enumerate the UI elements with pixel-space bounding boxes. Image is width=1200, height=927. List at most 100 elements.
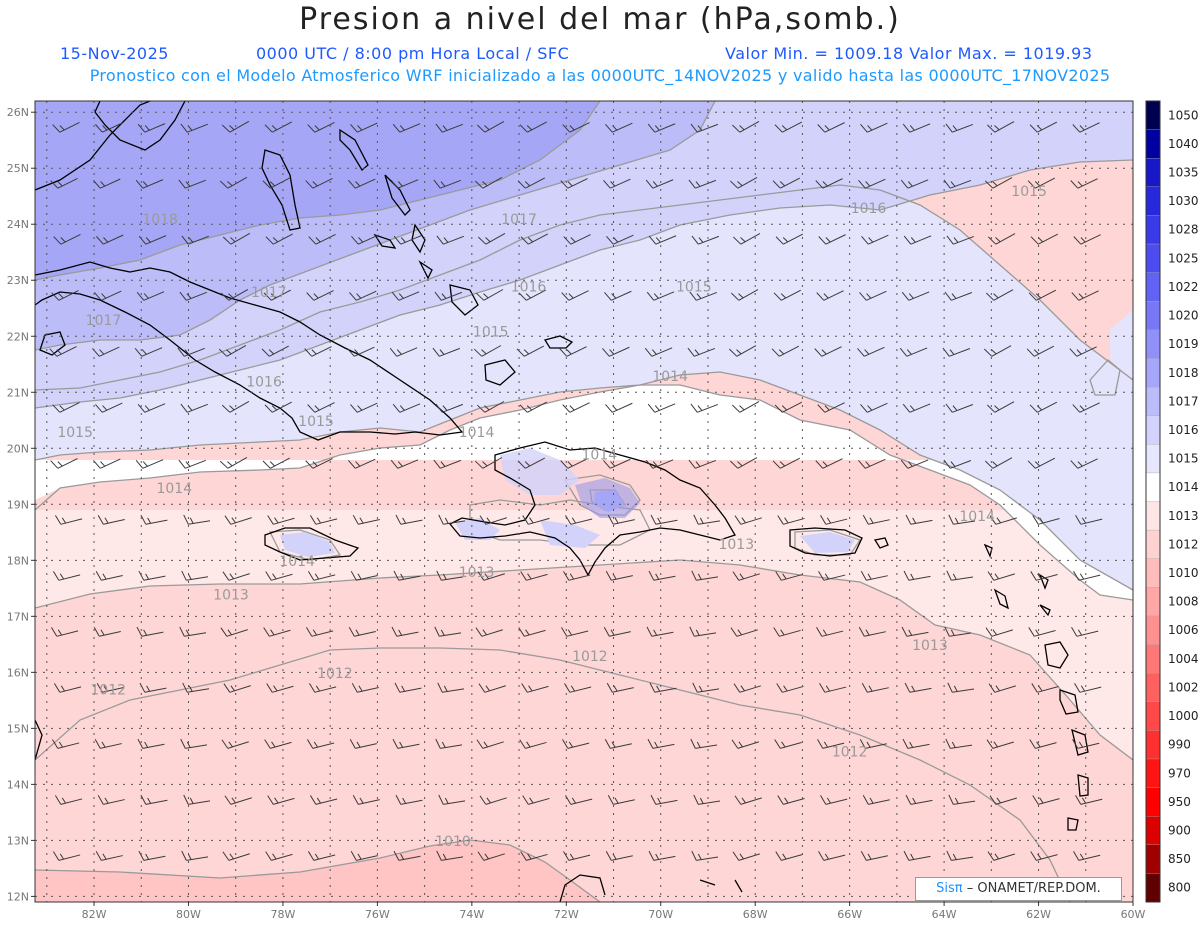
wind-barb — [563, 851, 591, 861]
wind-barb — [310, 515, 338, 525]
colorbar-swatch — [1145, 615, 1161, 646]
wind-barb — [820, 795, 848, 805]
bahamas-eleuthera — [339, 128, 369, 171]
colorbar: 1050 1040 1035 1030 1028 1025 1022 1020 1019 1018… — [1145, 100, 1199, 903]
wind-barb — [691, 235, 720, 245]
wind-barb — [221, 400, 250, 413]
wind-barb — [392, 123, 421, 133]
wind-barb — [393, 235, 422, 245]
colorbar-label: 1002 — [1168, 680, 1199, 694]
lon-label: 74W — [459, 908, 484, 921]
wind-barb — [177, 347, 205, 357]
wind-barb — [179, 291, 207, 301]
wind-barb — [1072, 402, 1100, 413]
wind-barb — [135, 179, 164, 189]
florida-coast — [35, 101, 186, 191]
wind-barb — [562, 739, 590, 749]
wind-barb — [775, 851, 803, 861]
wind-barb — [49, 346, 77, 357]
wind-barb — [476, 739, 504, 749]
lesser-antilles-3 — [993, 588, 1009, 610]
wind-barb — [433, 179, 462, 189]
colorbar-label: 1006 — [1168, 623, 1199, 637]
wind-barb — [562, 402, 590, 413]
colorbar-swatch — [1145, 272, 1161, 302]
colorbar-swatch — [1145, 644, 1161, 674]
isobar-label: 1014 — [959, 509, 995, 525]
wind-barb — [646, 626, 674, 637]
isobar-label: 1015 — [1011, 184, 1047, 200]
isobar-labels: 1018 1017 1016 1015 1017 1017 1016 1015 1015 1016… — [57, 184, 1047, 850]
wind-barb — [730, 289, 759, 301]
wind-barb — [901, 291, 930, 301]
wind-barb — [220, 627, 248, 637]
wind-barb — [731, 401, 760, 413]
lat-label: 26N — [7, 106, 29, 119]
wind-barb — [522, 795, 550, 805]
wind-barb — [221, 739, 249, 749]
st-lucia — [1071, 728, 1089, 756]
wind-barb — [437, 682, 465, 693]
lat-label: 20N — [7, 442, 29, 455]
isobar-label: 1016 — [246, 375, 282, 391]
wind-barb — [563, 234, 591, 245]
venezuela-coast — [559, 874, 743, 902]
colorbar-swatch — [1145, 301, 1161, 331]
wind-barb — [264, 401, 292, 413]
wind-barb — [140, 514, 168, 525]
wind-barb — [988, 683, 1016, 693]
wind-barb — [308, 571, 336, 581]
colorbar-swatch — [1145, 587, 1161, 617]
wind-barb — [603, 626, 631, 637]
wind-barb — [266, 683, 294, 693]
wind-barb — [352, 795, 380, 805]
coastlines — [35, 101, 1089, 902]
wind-barb — [818, 234, 846, 245]
wind-barb — [52, 851, 81, 861]
wind-barb — [474, 176, 503, 189]
wind-barb — [729, 457, 758, 469]
wind-barb — [478, 683, 506, 693]
lat-label: 16N — [7, 666, 29, 679]
wind-barb — [644, 347, 673, 357]
wind-barb — [95, 851, 123, 861]
wind-barb — [348, 178, 376, 189]
wind-barb — [944, 626, 972, 637]
grenada — [1067, 817, 1079, 831]
wind-barb — [984, 457, 1013, 469]
wind-barb — [219, 176, 248, 189]
wind-barb — [777, 515, 805, 525]
isobar-label: 1013 — [718, 537, 754, 553]
colorbar-label: 1013 — [1168, 509, 1199, 523]
wind-barb — [93, 178, 121, 189]
lat-lon-gridlines — [35, 101, 1133, 902]
lon-label: 80W — [176, 908, 201, 921]
wind-barb — [393, 570, 421, 581]
wind-barb — [689, 291, 718, 301]
colorbar-swatch — [1145, 358, 1161, 388]
wind-barb — [944, 291, 973, 301]
wind-barb — [1029, 121, 1058, 133]
min-max-values: Valor Min. = 1009.18 Valor Max. = 1019.9… — [725, 44, 1093, 63]
lat-label: 18N — [7, 554, 29, 567]
wind-barb — [945, 403, 974, 413]
isobar-label: 1012 — [572, 649, 608, 665]
lon-label: 70W — [648, 908, 673, 921]
colorbar-swatch — [1145, 558, 1161, 588]
wind-barb — [349, 290, 377, 301]
wind-barb — [562, 122, 590, 133]
lat-label: 17N — [7, 610, 29, 623]
wind-barb — [435, 123, 464, 133]
wind-barb — [432, 347, 461, 357]
lat-label: 13N — [7, 834, 29, 847]
wind-barb — [97, 795, 125, 805]
wind-barb — [434, 291, 463, 301]
wind-barb — [223, 683, 251, 693]
wind-barb — [817, 739, 845, 749]
wind-barb — [224, 515, 252, 525]
lon-label: 76W — [365, 908, 390, 921]
wind-barb — [773, 627, 801, 637]
wind-barb — [563, 571, 591, 581]
wind-barb — [902, 123, 931, 133]
colorbar-swatch — [1145, 873, 1161, 903]
